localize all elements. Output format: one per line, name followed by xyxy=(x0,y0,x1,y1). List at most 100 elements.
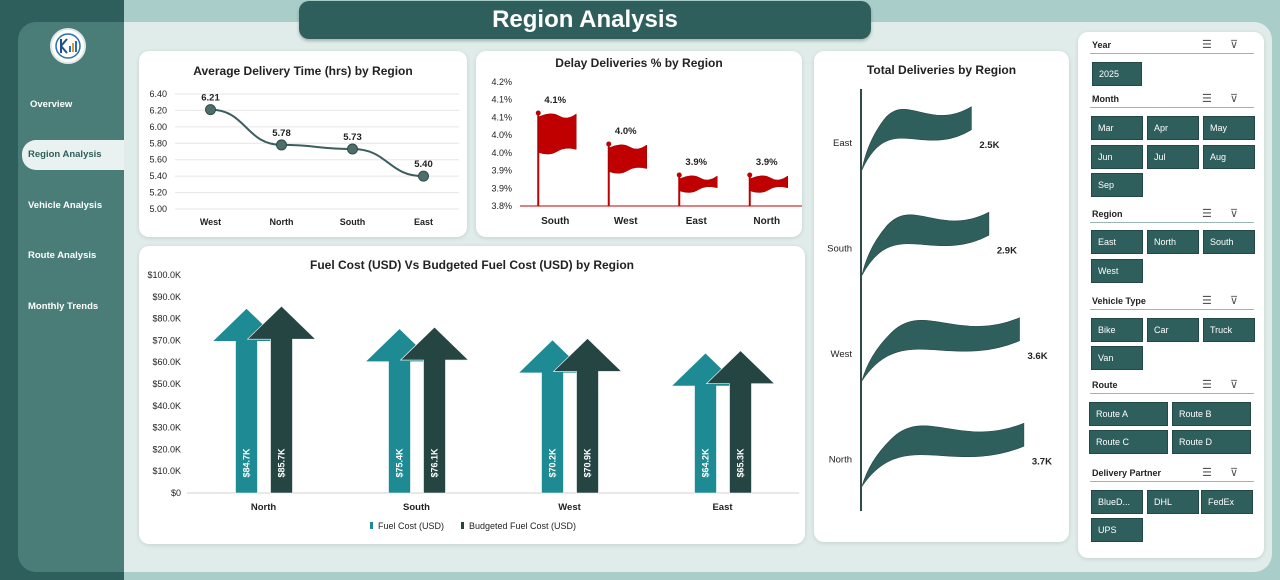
sidebar-panel xyxy=(18,22,124,572)
slicer-route-header: Route ☰ ⊽ xyxy=(1090,379,1254,394)
y-tick-label: 3.8% xyxy=(491,201,512,211)
total-deliveries-chart: 2.5K East 2.9K South 3.6K West 3.7K North xyxy=(827,89,1052,511)
slicer-region-north[interactable]: North xyxy=(1147,230,1199,254)
slicer-month-may[interactable]: May xyxy=(1203,116,1255,140)
slicer-region-west[interactable]: West xyxy=(1091,259,1143,283)
total-deliveries-title: Total Deliveries by Region xyxy=(866,63,1017,77)
slicer-partner-fedex[interactable]: FedEx xyxy=(1201,490,1253,514)
multi-select-icon[interactable]: ☰ xyxy=(1202,295,1212,307)
budget-fuel-bar xyxy=(246,305,317,494)
fuel-title: Fuel Cost (USD) Vs Budgeted Fuel Cost (U… xyxy=(309,258,634,272)
multi-select-icon[interactable]: ☰ xyxy=(1202,379,1212,391)
nav-monthly-trends[interactable]: Monthly Trends xyxy=(28,301,99,312)
y-tick-label: South xyxy=(827,243,852,254)
data-label: 3.9% xyxy=(685,157,707,168)
legend-swatch xyxy=(461,522,464,529)
clear-filter-icon[interactable]: ⊽ xyxy=(1230,208,1239,220)
slicer-partner-ups[interactable]: UPS xyxy=(1091,518,1143,542)
y-tick-label: $20.0K xyxy=(152,444,181,454)
y-tick-label: $80.0K xyxy=(152,314,181,324)
y-tick-label: $100.0K xyxy=(147,270,181,280)
slicer-month-aug[interactable]: Aug xyxy=(1203,145,1255,169)
slicer-partner-dhl[interactable]: DHL xyxy=(1147,490,1199,514)
y-tick-label: 5.80 xyxy=(149,138,167,148)
y-tick-label: $70.0K xyxy=(152,335,181,345)
slicer-route-a[interactable]: Route A xyxy=(1089,402,1168,426)
multi-select-icon[interactable]: ☰ xyxy=(1202,93,1212,105)
flag-pole-cap xyxy=(606,141,612,147)
slicer-vehicle-header: Vehicle Type ☰ ⊽ xyxy=(1090,295,1254,310)
y-tick-label: 3.9% xyxy=(491,166,512,176)
data-label: 4.1% xyxy=(544,95,566,106)
slicer-month-jul[interactable]: Jul xyxy=(1147,145,1199,169)
x-tick-label: North xyxy=(753,216,780,227)
nav-region-analysis[interactable]: Region Analysis xyxy=(22,140,124,170)
flag-bar xyxy=(538,113,577,155)
page-title: Region Analysis xyxy=(492,6,678,33)
slicer-month-header: Month ☰ ⊽ xyxy=(1090,93,1254,108)
x-tick-label: East xyxy=(712,502,733,513)
clear-filter-icon[interactable]: ⊽ xyxy=(1230,379,1239,391)
slicer-vehicle-bike[interactable]: Bike xyxy=(1091,318,1143,342)
flag-pole-cap xyxy=(676,172,682,178)
data-label: 5.78 xyxy=(272,128,291,139)
nav-overview[interactable]: Overview xyxy=(30,99,73,110)
slicer-partner-label: Delivery Partner xyxy=(1092,468,1162,478)
slicer-month-sep[interactable]: Sep xyxy=(1091,173,1143,197)
multi-select-icon[interactable]: ☰ xyxy=(1202,39,1212,51)
y-tick-label: 3.9% xyxy=(491,183,512,193)
slicer-vehicle-car[interactable]: Car xyxy=(1147,318,1199,342)
y-tick-label: 4.0% xyxy=(491,130,512,140)
data-label: 6.21 xyxy=(201,93,220,104)
wave-bar xyxy=(861,422,1025,487)
clear-filter-icon[interactable]: ⊽ xyxy=(1230,93,1239,105)
data-label: 5.73 xyxy=(343,132,362,143)
y-tick-label: East xyxy=(833,138,852,149)
y-tick-label: 6.40 xyxy=(149,89,167,99)
multi-select-icon[interactable]: ☰ xyxy=(1202,208,1212,220)
slicer-month-jun[interactable]: Jun xyxy=(1091,145,1143,169)
slicer-region-header: Region ☰ ⊽ xyxy=(1090,208,1254,223)
data-point xyxy=(276,139,287,151)
slicer-route-b[interactable]: Route B xyxy=(1172,402,1251,426)
data-point xyxy=(205,104,216,116)
y-tick-label: 6.00 xyxy=(149,122,167,132)
data-label: $75.4K xyxy=(395,448,405,478)
y-tick-label: 4.1% xyxy=(491,95,512,105)
x-tick-label: East xyxy=(686,216,708,227)
flag-bar xyxy=(608,144,647,174)
flag-bar xyxy=(749,175,788,193)
y-tick-label: $60.0K xyxy=(152,357,181,367)
fuel-card: Fuel Cost (USD) Vs Budgeted Fuel Cost (U… xyxy=(139,246,805,544)
slicer-month-mar[interactable]: Mar xyxy=(1091,116,1143,140)
legend-label: Fuel Cost (USD) xyxy=(378,521,444,531)
multi-select-icon[interactable]: ☰ xyxy=(1202,467,1212,479)
slicer-month-apr[interactable]: Apr xyxy=(1147,116,1199,140)
y-tick-label: 5.60 xyxy=(149,155,167,165)
wave-bar xyxy=(861,317,1020,381)
y-tick-label: 5.00 xyxy=(149,204,167,214)
data-label: $84.7K xyxy=(242,448,252,478)
budget-fuel-bar xyxy=(552,338,623,494)
data-label: 3.7K xyxy=(1032,456,1052,467)
slicer-year-2025[interactable]: 2025 xyxy=(1092,62,1142,86)
clear-filter-icon[interactable]: ⊽ xyxy=(1230,467,1239,479)
data-label: $65.3K xyxy=(736,448,746,478)
slicer-region-east[interactable]: East xyxy=(1091,230,1143,254)
nav-vehicle-analysis[interactable]: Vehicle Analysis xyxy=(28,200,103,211)
slicer-panel: Year ☰ ⊽ 2025 Month ☰ ⊽ Mar Apr May Jun … xyxy=(1078,32,1264,558)
slicer-route-d[interactable]: Route D xyxy=(1172,430,1251,454)
clear-filter-icon[interactable]: ⊽ xyxy=(1230,295,1239,307)
data-label: 5.40 xyxy=(414,159,433,170)
slicer-route-c[interactable]: Route C xyxy=(1089,430,1168,454)
wave-bar xyxy=(861,106,972,170)
slicer-partner-blued[interactable]: BlueD... xyxy=(1091,490,1143,514)
clear-filter-icon[interactable]: ⊽ xyxy=(1230,39,1239,51)
nav-route-analysis[interactable]: Route Analysis xyxy=(28,250,97,261)
y-tick-label: 6.20 xyxy=(149,105,167,115)
slicer-vehicle-truck[interactable]: Truck xyxy=(1203,318,1255,342)
delay-card: Delay Deliveries % by Region 4.2% 4.1% 4.1… xyxy=(476,51,802,237)
slicer-region-south[interactable]: South xyxy=(1203,230,1255,254)
slicer-year-header: Year ☰ ⊽ xyxy=(1090,39,1254,54)
slicer-vehicle-van[interactable]: Van xyxy=(1091,346,1143,370)
